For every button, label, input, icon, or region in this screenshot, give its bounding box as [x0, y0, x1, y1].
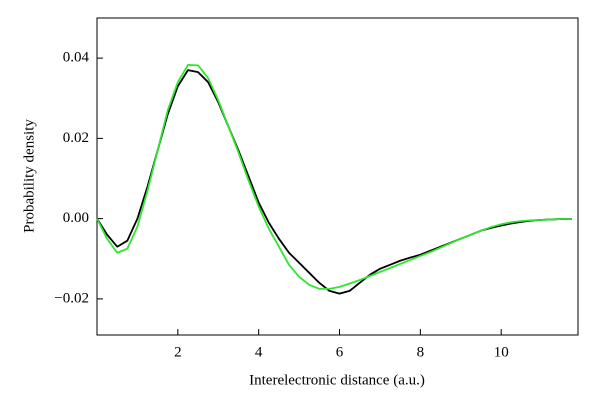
x-axis-label: Interelectronic distance (a.u.): [249, 372, 425, 388]
x-tick-label: 4: [255, 344, 263, 360]
y-tick-label: 0.04: [63, 50, 90, 66]
y-tick-label: 0.00: [63, 210, 89, 226]
x-tick-label: 2: [174, 344, 182, 360]
x-tick-label: 10: [494, 344, 509, 360]
y-axis-label: Probability density: [21, 119, 37, 233]
y-tick-label: 0.02: [63, 130, 89, 146]
x-tick-label: 6: [336, 344, 344, 360]
x-tick-label: 8: [417, 344, 425, 360]
series-line: [96, 69, 572, 295]
plot-frame: [96, 17, 579, 336]
series-line: [96, 64, 572, 290]
y-tick-label: −0.02: [54, 290, 89, 306]
